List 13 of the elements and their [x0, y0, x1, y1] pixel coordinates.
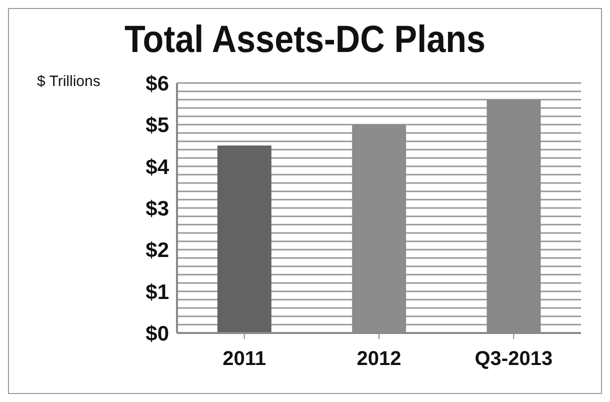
bar — [217, 146, 272, 333]
y-tick-label: $2 — [146, 239, 169, 262]
x-tick-label: Q3-2013 — [474, 348, 553, 370]
y-tick-label: $1 — [146, 280, 170, 304]
y-axis-title: $ Trillions — [37, 73, 100, 90]
chart-title: Total Assets-DC Plans — [123, 19, 487, 62]
y-tick-label: $6 — [146, 72, 169, 96]
y-tick-label: $5 — [146, 114, 170, 138]
x-tick-label: 2011 — [222, 348, 266, 370]
y-tick-label: $4 — [146, 156, 170, 179]
y-tick-label: $0 — [146, 322, 169, 346]
x-tick-label: 2012 — [356, 348, 402, 370]
y-tick-label: $3 — [146, 197, 169, 220]
